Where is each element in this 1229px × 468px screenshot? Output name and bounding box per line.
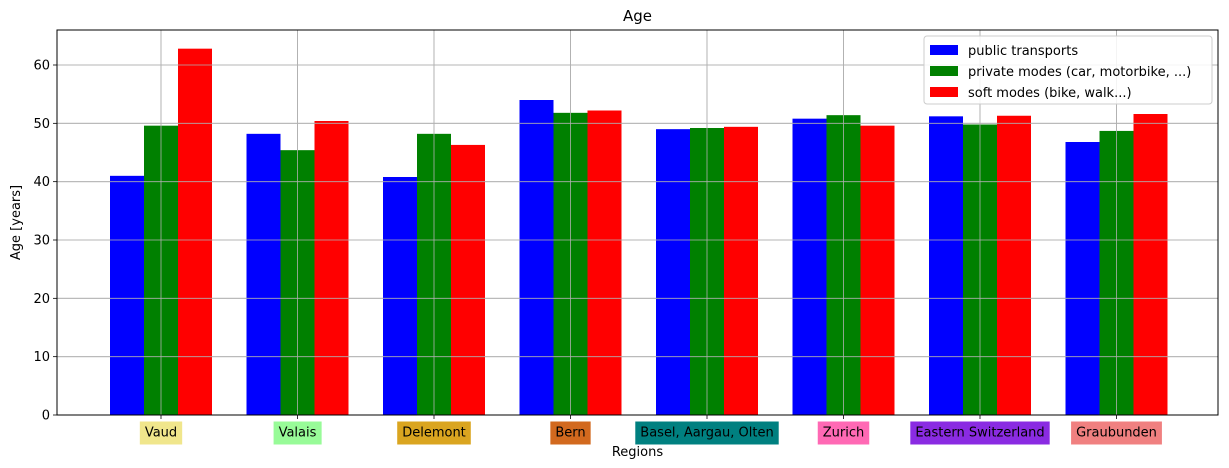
- category-label-text: Graubunden: [1076, 426, 1157, 441]
- category-label: Basel, Aargau, Olten: [635, 421, 779, 445]
- bar: [1133, 114, 1168, 415]
- category-label-box: [397, 421, 471, 445]
- category-label-box: [550, 421, 591, 445]
- y-tick-label: 50: [33, 117, 50, 132]
- bar: [110, 175, 144, 415]
- y-axis-label: Age [years]: [9, 185, 24, 260]
- legend-box: [923, 35, 1213, 105]
- y-tick-label: 30: [33, 234, 50, 249]
- legend-entry: public transports: [968, 44, 1078, 59]
- bar: [792, 118, 827, 416]
- bar: [724, 126, 758, 415]
- category-label: Vaud: [139, 421, 183, 445]
- y-tick-label: 0: [42, 409, 50, 424]
- y-tick-label: 20: [33, 292, 50, 307]
- legend-swatch: [930, 45, 958, 55]
- bar: [1065, 142, 1100, 415]
- category-label-text: Bern: [555, 426, 585, 441]
- category-label-text: Eastern Switzerland: [915, 426, 1044, 441]
- legend-entry: soft modes (bike, walk...): [968, 86, 1132, 101]
- bar: [929, 116, 963, 415]
- bar: [178, 48, 212, 416]
- y-tick-label: 10: [33, 350, 50, 365]
- legend-entry: private modes (car, motorbike, ...): [968, 65, 1191, 80]
- legend-swatch: [930, 66, 958, 76]
- bar: [587, 110, 622, 415]
- category-label-text: Vaud: [145, 426, 177, 441]
- bar: [997, 115, 1031, 415]
- y-tick-label: 40: [33, 175, 50, 190]
- category-label-text: Delemont: [402, 426, 466, 441]
- plot-frame: [56, 29, 1219, 416]
- category-label-box: [1071, 421, 1162, 445]
- category-label: Graubunden: [1071, 421, 1162, 445]
- legend: public transports private modes (car, mot…: [923, 35, 1213, 105]
- category-label-box: [910, 421, 1050, 445]
- category-label-box: [139, 421, 183, 445]
- chart-title: Age: [623, 7, 652, 25]
- bar: [519, 100, 554, 415]
- category-label-text: Zurich: [823, 426, 865, 441]
- category-label: Zurich: [817, 421, 870, 445]
- bar: [314, 121, 349, 415]
- category-label-box: [817, 421, 870, 445]
- bar: [656, 129, 690, 415]
- category-label: Delemont: [397, 421, 471, 445]
- category-label: Eastern Switzerland: [910, 421, 1050, 445]
- bar: [383, 177, 417, 415]
- category-label-box: [635, 421, 779, 445]
- bars: [57, 30, 1218, 416]
- category-label: Bern: [550, 421, 591, 445]
- x-axis-label: Regions: [612, 445, 664, 460]
- category-label-text: Basel, Aargau, Olten: [640, 426, 773, 441]
- bar: [246, 133, 281, 416]
- category-label-text: Valais: [279, 426, 317, 441]
- x-axis-category-labels: Vaud Valais Delemont Bern Basel, Aargau, Olt…: [139, 415, 1162, 445]
- y-tick-label: 60: [33, 59, 50, 74]
- legend-swatch: [930, 87, 958, 97]
- category-label: Valais: [273, 421, 322, 445]
- category-label-box: [273, 421, 322, 445]
- bar: [451, 144, 485, 415]
- y-axis: 0 10 20 30 40 50 60: [33, 59, 57, 424]
- bar: [860, 125, 895, 416]
